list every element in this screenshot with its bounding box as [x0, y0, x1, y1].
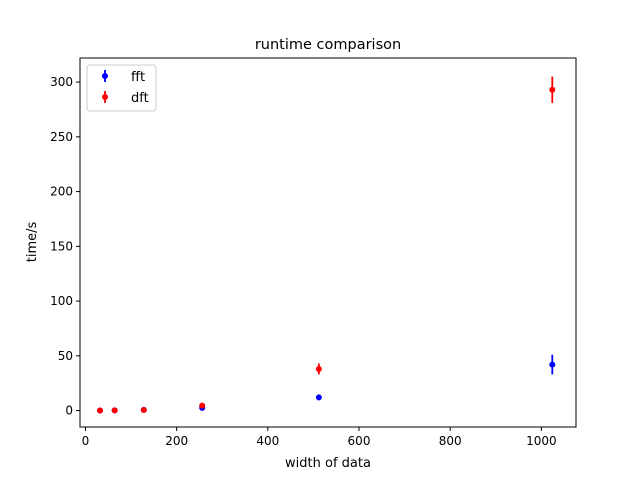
fft-data-point — [549, 361, 556, 368]
fft-legend-marker — [102, 73, 108, 79]
dft-data-point — [199, 402, 206, 409]
x-tick-label: 1000 — [526, 434, 557, 448]
dft-legend-marker — [102, 94, 108, 100]
x-axis: 0 200 400 600 800 1000 — [82, 427, 557, 448]
y-tick-label: 0 — [65, 404, 73, 418]
dft-legend-label: dft — [131, 91, 149, 106]
chart-title: runtime comparison — [255, 37, 401, 53]
fft-legend-label: fft — [131, 70, 145, 85]
y-axis: 0 50 100 150 200 250 300 — [50, 75, 80, 418]
plot-area — [97, 76, 556, 414]
dft-data-point — [97, 407, 104, 414]
y-tick-label: 200 — [50, 185, 73, 199]
y-tick-label: 50 — [58, 349, 73, 363]
dft-data-point — [111, 407, 118, 414]
y-tick-label: 100 — [50, 294, 73, 308]
series-dft — [97, 76, 556, 414]
dft-data-point — [315, 365, 322, 372]
y-tick-label: 150 — [50, 239, 73, 253]
y-tick-label: 250 — [50, 130, 73, 144]
axes-frame — [79, 57, 577, 428]
x-tick-label: 200 — [165, 434, 188, 448]
y-tick-label: 300 — [50, 75, 73, 89]
dft-data-point — [140, 407, 147, 414]
x-axis-label: width of data — [285, 456, 371, 471]
dft-data-point — [549, 86, 556, 93]
x-tick-label: 400 — [256, 434, 279, 448]
x-tick-label: 600 — [348, 434, 371, 448]
fft-data-point — [315, 394, 322, 401]
legend: fft dft — [86, 64, 157, 112]
x-tick-label: 800 — [439, 434, 462, 448]
y-axis-label: time/s — [25, 222, 40, 263]
x-tick-label: 0 — [82, 434, 90, 448]
